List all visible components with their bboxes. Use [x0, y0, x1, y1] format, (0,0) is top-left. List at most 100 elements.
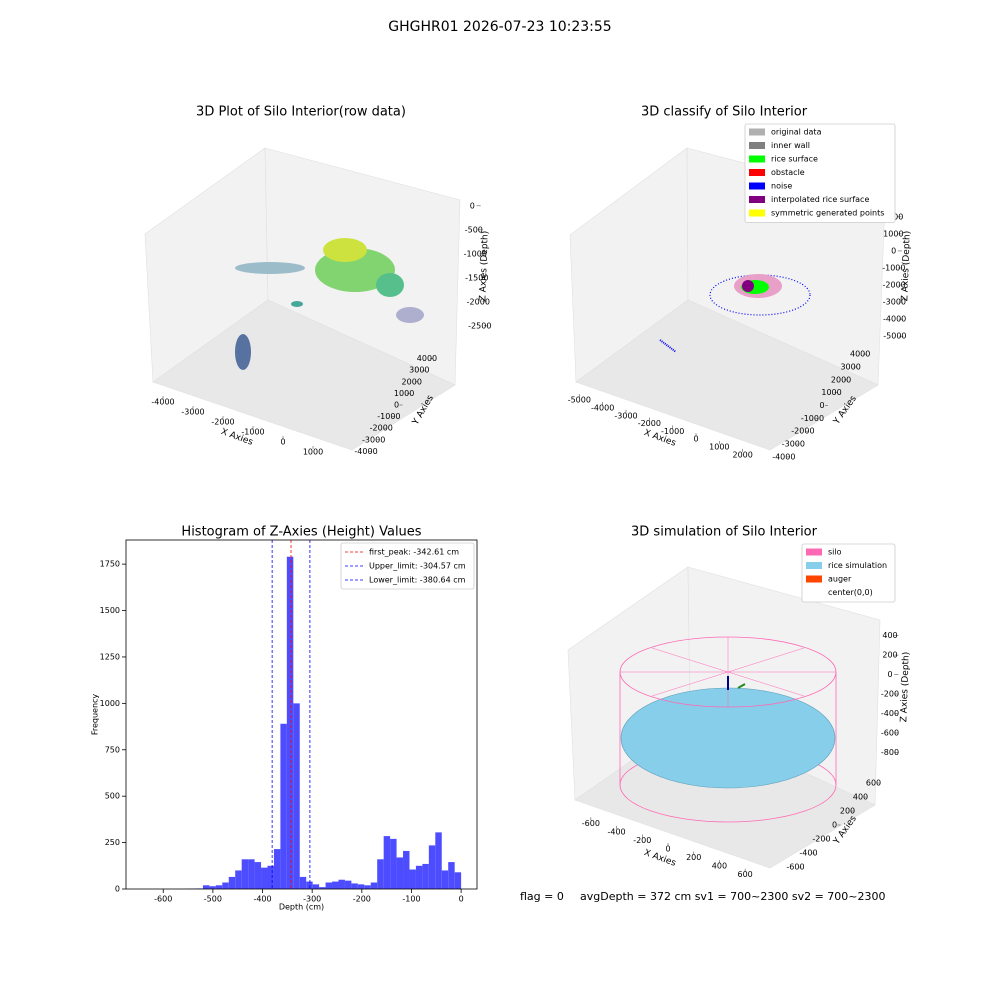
- y-tick-label: 2000: [402, 377, 422, 386]
- z-tick-label: 200: [882, 651, 897, 660]
- y-axis-label: Frequency: [91, 694, 100, 736]
- bar: [422, 863, 429, 889]
- legend-box: [340, 542, 475, 590]
- y-tick-label: 4000: [417, 354, 437, 363]
- y-tick-label: 250: [105, 838, 120, 847]
- x-axis-label: Depth (cm): [279, 903, 324, 912]
- legend-swatch: [749, 169, 765, 176]
- bar: [306, 881, 313, 889]
- z-tick-label: -1000: [882, 263, 905, 272]
- bar: [235, 870, 242, 889]
- bar: [448, 862, 455, 889]
- y-tick-label: -4000: [772, 452, 795, 461]
- axis-label: Z Axies (Depth): [899, 652, 911, 723]
- bar: [241, 859, 249, 889]
- x-tick-label: -1000: [661, 427, 684, 436]
- legend-swatch: [749, 182, 765, 190]
- y-tick-label: -2000: [791, 427, 814, 436]
- legend-box: [801, 543, 896, 603]
- bar: [344, 880, 352, 889]
- legend-label: inner wall: [771, 141, 810, 150]
- z-tick-label: -200: [881, 690, 899, 699]
- pane: [152, 299, 456, 451]
- z-tick-label: -5000: [883, 332, 906, 341]
- y-tick-label: 1250: [100, 652, 120, 661]
- bar: [280, 723, 287, 889]
- x-tick-label: -2000: [211, 418, 234, 427]
- bar: [215, 885, 223, 889]
- legend-label: Lower_limit: -380.64 cm: [369, 576, 466, 585]
- legend-label: auger: [828, 575, 852, 584]
- x-tick-label: -200: [353, 895, 371, 904]
- bar: [261, 867, 268, 889]
- y-tick-label: 600: [866, 779, 881, 788]
- x-tick-label: 0: [693, 435, 698, 444]
- y-tick-label: 1750: [100, 560, 120, 569]
- y-tick-label: 0: [394, 401, 399, 410]
- y-tick-label: 0: [832, 821, 837, 830]
- x-tick-label: 0: [665, 845, 670, 854]
- y-tick-label: -200: [812, 835, 830, 844]
- y-tick-label: 750: [105, 745, 120, 754]
- legend-label: symmetric generated points: [771, 209, 884, 218]
- bar: [403, 850, 410, 889]
- z-tick-label: 400: [882, 631, 897, 640]
- legend-swatch: [749, 128, 765, 136]
- y-tick-label: 1000: [394, 389, 414, 398]
- x-tick-label: -600: [582, 819, 600, 828]
- status-summary: avgDepth = 372 cm sv1 = 700~2300 sv2 = 7…: [580, 890, 886, 903]
- bar: [228, 876, 236, 889]
- z-tick-label: -400: [881, 709, 899, 718]
- legend-swatch: [749, 209, 765, 217]
- bar: [338, 879, 345, 889]
- legend-label: obstacle: [771, 168, 805, 177]
- legend-label: rice surface: [771, 155, 818, 164]
- bar: [435, 832, 442, 889]
- y-tick-label: -2000: [370, 424, 393, 433]
- z-tick-label: -500: [465, 225, 483, 234]
- legend-label: rice simulation: [828, 561, 887, 570]
- bar: [351, 883, 358, 889]
- legend-label: silo: [828, 548, 842, 557]
- legend-label: original data: [771, 128, 822, 137]
- z-tick-label: -1000: [464, 249, 487, 258]
- x-tick-label: -600: [154, 895, 172, 904]
- legend-swatch: [806, 562, 822, 569]
- x-tick-label: 0: [459, 895, 464, 904]
- y-tick-label: 1500: [100, 606, 120, 615]
- z-tick-label: -600: [881, 728, 899, 737]
- z-tick-label: -800: [881, 748, 899, 757]
- y-tick-label: -4000: [354, 447, 377, 456]
- legend-box: [744, 123, 896, 223]
- status-flag: flag = 0: [520, 890, 564, 903]
- figure-title: GHGHR01 2026-07-23 10:23:55: [388, 19, 611, 35]
- y-tick-label: 3000: [409, 366, 429, 375]
- bar: [325, 882, 333, 889]
- axis-label: Z Axies (Depth): [900, 231, 912, 302]
- x-tick-label: -2000: [638, 419, 661, 428]
- x-tick-label: -4000: [151, 398, 174, 407]
- x-tick-label: -5000: [568, 396, 591, 405]
- y-tick-label: 2000: [831, 375, 851, 384]
- bar: [293, 703, 300, 889]
- legend-swatch: [749, 196, 765, 203]
- x-tick-label: -3000: [181, 408, 204, 417]
- x-tick-label: 600: [738, 870, 753, 879]
- x-tick-label: 0: [280, 438, 285, 447]
- x-tick-label: 400: [712, 862, 727, 871]
- panel-title: Histogram of Z-Axies (Height) Values: [181, 525, 421, 540]
- z-tick-label: 0: [887, 670, 892, 679]
- z-tick-label: 1000: [883, 229, 903, 238]
- bar: [273, 849, 281, 889]
- y-tick-label: -3000: [362, 435, 385, 444]
- y-tick-label: 400: [853, 793, 868, 802]
- y-tick-label: -3000: [782, 440, 805, 449]
- bar: [370, 882, 378, 889]
- bar: [248, 859, 255, 889]
- z-tick-label: -4000: [883, 315, 906, 324]
- x-tick-label: -300: [303, 895, 321, 904]
- y-tick-label: -600: [786, 863, 804, 872]
- legend-label: interpolated rice surface: [771, 195, 869, 204]
- x-tick-label: -400: [253, 895, 271, 904]
- point-cloud: [235, 238, 424, 370]
